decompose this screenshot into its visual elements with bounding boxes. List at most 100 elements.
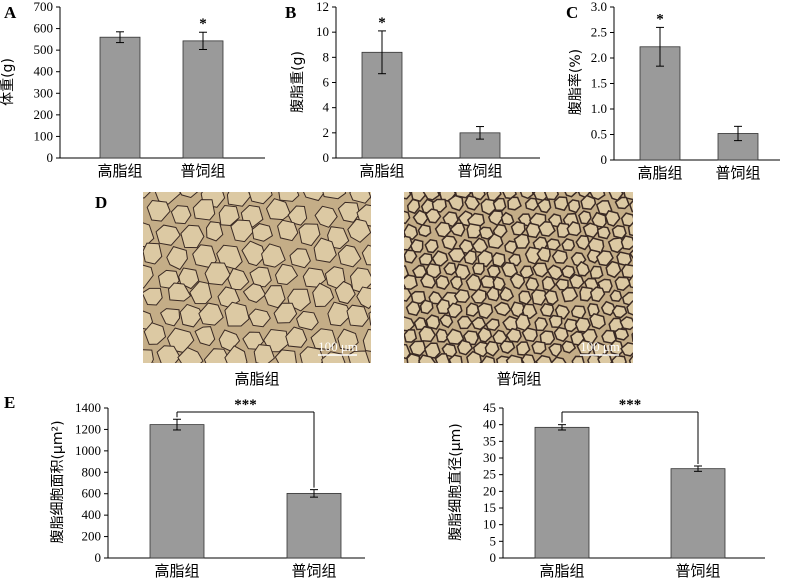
adipocyte-cell [550, 356, 567, 363]
y-tick-label: 35 [483, 433, 496, 448]
adipocyte-cell [513, 233, 530, 249]
adipocyte-cell [248, 308, 271, 328]
adipocyte-cell [156, 345, 181, 363]
adipocyte-cell [587, 354, 601, 363]
y-tick-label: 0 [47, 150, 54, 165]
adipocyte-cell [620, 341, 633, 357]
category-label: 普饲组 [180, 162, 225, 180]
adipocyte-cell [143, 349, 154, 363]
adipocyte-cell [628, 274, 633, 289]
adipocyte-cell [227, 267, 250, 291]
adipocyte-cell [537, 221, 556, 237]
adipocyte-cell [178, 267, 200, 290]
adipocyte-cell [410, 192, 427, 203]
adipocyte-cell [265, 198, 291, 221]
adipocyte-cell [631, 332, 633, 342]
adipocyte-cell [611, 224, 627, 240]
adipocyte-cell [629, 249, 633, 260]
adipocyte-cell [611, 354, 627, 363]
adipocyte-cell [362, 328, 371, 352]
adipocyte-cell [549, 366, 564, 381]
y-tick-label: 10 [316, 24, 329, 39]
y-tick-label: 300 [34, 85, 54, 100]
adipocyte-cell [476, 302, 494, 320]
adipocyte-cell [406, 353, 421, 363]
y-tick-label: 2 [323, 125, 330, 140]
adipocyte-cell [435, 298, 451, 315]
adipocyte-cell [637, 264, 652, 281]
adipocyte-cell [349, 192, 371, 204]
adipocyte-cell [287, 205, 308, 226]
adipocyte-cell [639, 366, 652, 380]
adipocyte-cell [373, 220, 401, 245]
adipocyte-cell [285, 326, 308, 348]
adipocyte-cell [404, 249, 418, 264]
adipocyte-cell [404, 287, 412, 302]
adipocyte-cell [589, 286, 606, 303]
y-tick-label: 100 [34, 128, 54, 143]
adipocyte-cell [605, 260, 622, 279]
panel-letter-e: E [4, 393, 15, 412]
category-label: 高脂组 [359, 162, 404, 180]
chart-fat-rate: 0 0.5 1.0 1.5 2.0 2.5 3.0 腹脂率(%) 高脂组 * 普饲组 [567, 0, 780, 182]
bar [670, 468, 726, 559]
adipocyte-cell [373, 348, 393, 368]
adipocyte-cell [454, 263, 471, 280]
y-tick-label: 5 [490, 533, 497, 548]
adipocyte-cell [536, 198, 552, 214]
adipocyte-cell [628, 354, 633, 363]
adipocyte-cell [242, 283, 267, 303]
adipocyte-cell [453, 288, 471, 303]
adipocyte-cell [470, 288, 487, 304]
adipocyte-cell [466, 350, 483, 363]
adipocyte-cell [531, 340, 547, 355]
y-tick-label: 12 [316, 0, 329, 14]
adipocyte-cell [406, 198, 421, 215]
adipocyte-cell [167, 282, 192, 302]
adipocyte-cell [410, 290, 427, 305]
adipocyte-cell [521, 303, 538, 319]
adipocyte-cell [644, 354, 657, 366]
adipocyte-cell [261, 243, 286, 268]
adipocyte-cell [582, 222, 600, 239]
adipocyte-cell [472, 341, 490, 358]
adipocyte-cell [446, 302, 463, 319]
adipocyte-cell [644, 227, 659, 242]
adipocyte-cell [576, 339, 595, 355]
adipocyte-cell [313, 237, 337, 263]
adipocyte-cell [439, 313, 454, 329]
adipocyte-cell [521, 327, 538, 343]
adipocyte-cell [543, 192, 560, 201]
bar [149, 424, 205, 559]
y-tick-label: 1.0 [591, 101, 607, 116]
panel-letter-d: D [95, 193, 107, 212]
adipocyte-cell [404, 329, 418, 343]
bar [286, 492, 342, 559]
y-tick-label: 600 [82, 486, 102, 501]
adipocyte-cell [434, 353, 451, 363]
significance-marker: *** [619, 397, 642, 413]
adipocyte-cell [464, 195, 481, 211]
adipocyte-cell [388, 370, 408, 389]
scale-bar-left: 100 μm [318, 339, 358, 356]
adipocyte-cell [290, 367, 314, 389]
significance-marker: * [656, 11, 664, 27]
adipocyte-cell [484, 340, 500, 357]
y-tick-label: 400 [82, 507, 102, 522]
adipocyte-cell [525, 222, 542, 239]
y-tick-label: 45 [483, 400, 496, 415]
y-tick-label: 0 [601, 152, 608, 167]
adipocyte-cell [417, 223, 432, 238]
adipocyte-cell [180, 224, 205, 249]
panel-letter-c: C [566, 3, 578, 22]
y-tick-label: 1400 [75, 400, 101, 415]
y-tick-label: 700 [34, 0, 54, 14]
adipocyte-cell [425, 314, 441, 330]
adipocyte-cell [491, 252, 506, 268]
adipocyte-cell [224, 301, 250, 327]
adipocyte-cell [203, 348, 231, 363]
adipocyte-cell [554, 304, 571, 320]
adipocyte-cell [241, 240, 266, 267]
adipocyte-cell [561, 340, 577, 354]
